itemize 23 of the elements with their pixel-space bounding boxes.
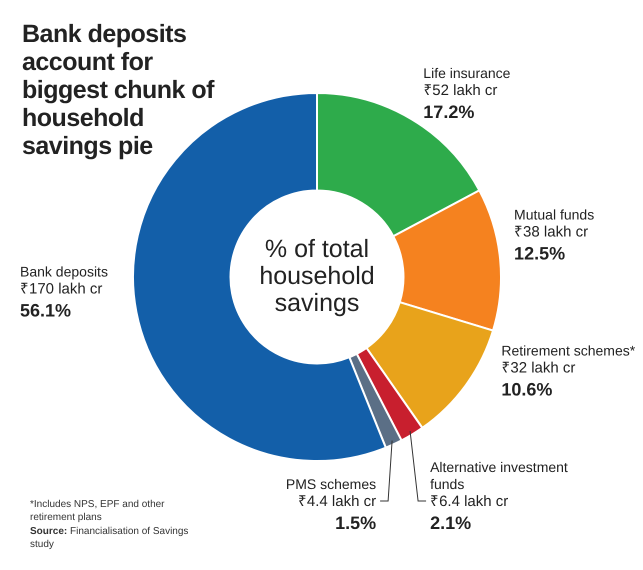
text: ₹170 lakh cr bbox=[20, 280, 102, 298]
data-label: 1.5% bbox=[335, 513, 376, 533]
text: *Includes NPS, EPF and other retirement plans bbox=[30, 498, 166, 524]
data-label: 2.1% bbox=[430, 513, 472, 533]
data-label: 10.6% bbox=[501, 379, 552, 400]
text: ₹52 lakh cr bbox=[423, 82, 498, 99]
slice-label: Bank deposits bbox=[20, 264, 108, 280]
data-label: 12.5% bbox=[514, 244, 566, 264]
text: ₹32 lakh cr bbox=[501, 359, 576, 376]
chart-title: account for biggest chunk of household savings pie bbox=[22, 48, 214, 160]
text: % of total household savings bbox=[259, 234, 375, 317]
slice-label: Alternative investment funds bbox=[430, 459, 568, 492]
text: ₹6.4 lakh cr bbox=[430, 493, 508, 510]
slice-label: Mutual funds bbox=[514, 206, 594, 223]
text: ₹38 lakh cr bbox=[514, 224, 588, 241]
slice-label: PMS schemes bbox=[286, 476, 376, 492]
text: Source: Financialisation of Savings study bbox=[30, 526, 188, 550]
slice-label: Life insurance bbox=[423, 65, 511, 81]
data-label: 17.2% bbox=[423, 102, 474, 122]
data-label: 56.1% bbox=[20, 300, 72, 321]
slice-label: Bank deposits bbox=[22, 20, 186, 48]
slice-label: Retirement schemes* bbox=[501, 342, 636, 358]
text: ₹4.4 lakh cr bbox=[298, 493, 376, 510]
